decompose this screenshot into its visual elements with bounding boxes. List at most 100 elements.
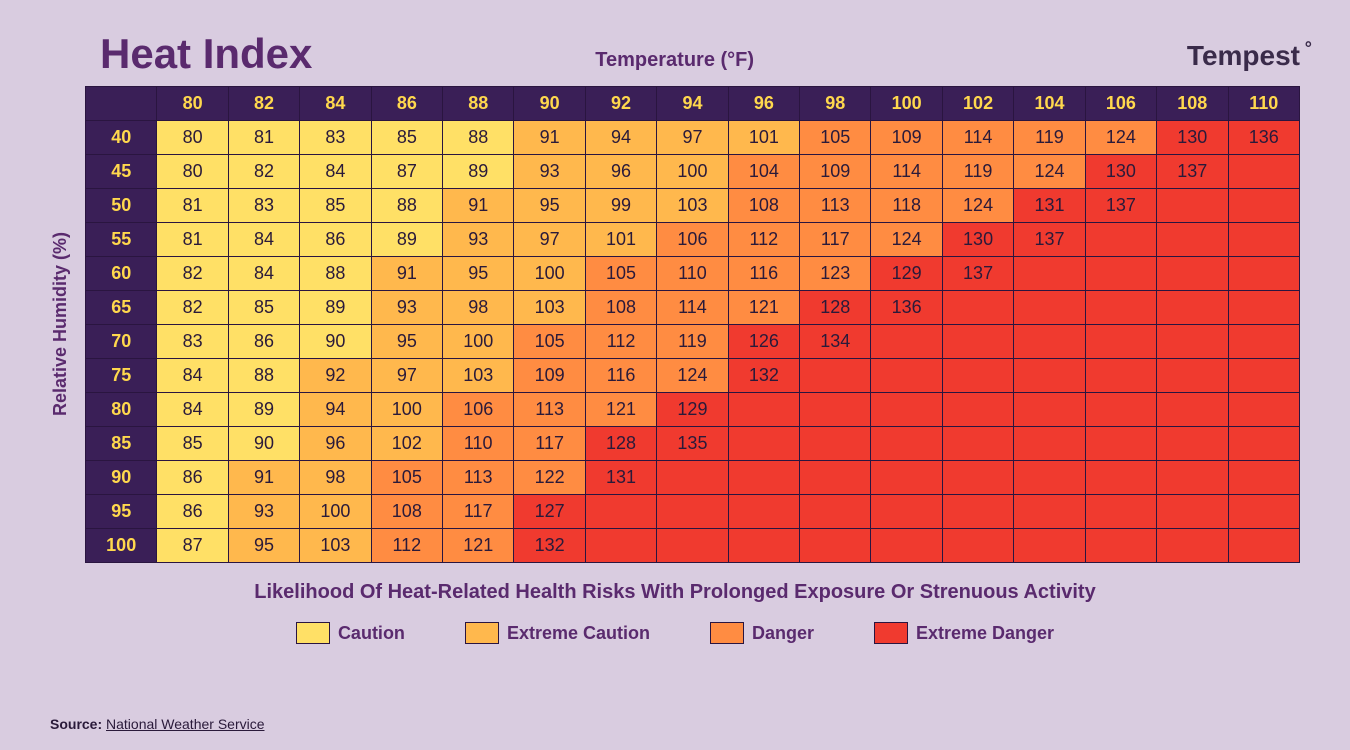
humidity-header: 95 — [86, 495, 157, 529]
heat-cell: 85 — [228, 291, 299, 325]
heat-cell — [657, 461, 728, 495]
heat-cell: 93 — [371, 291, 442, 325]
heat-cell: 116 — [728, 257, 799, 291]
heat-cell: 118 — [871, 189, 942, 223]
heat-cell — [1157, 393, 1228, 427]
heat-cell: 135 — [657, 427, 728, 461]
heat-cell — [1085, 257, 1156, 291]
humidity-header: 45 — [86, 155, 157, 189]
legend-swatch — [296, 622, 330, 644]
heat-cell — [1014, 427, 1085, 461]
heat-cell — [871, 427, 942, 461]
humidity-header: 60 — [86, 257, 157, 291]
heat-cell — [800, 427, 871, 461]
heat-cell: 130 — [942, 223, 1013, 257]
heat-cell — [1228, 461, 1300, 495]
heat-cell: 80 — [157, 155, 228, 189]
heat-cell: 131 — [1014, 189, 1085, 223]
heat-cell — [942, 325, 1013, 359]
heat-cell — [657, 529, 728, 563]
heat-cell — [1157, 461, 1228, 495]
heat-cell — [1085, 529, 1156, 563]
temp-header: 96 — [728, 87, 799, 121]
heat-cell — [1085, 291, 1156, 325]
heat-cell — [1157, 325, 1228, 359]
temp-header: 80 — [157, 87, 228, 121]
heat-cell: 84 — [300, 155, 371, 189]
heat-cell — [728, 393, 799, 427]
heat-cell — [1085, 393, 1156, 427]
heat-cell: 114 — [942, 121, 1013, 155]
heat-cell: 80 — [157, 121, 228, 155]
heat-cell: 103 — [300, 529, 371, 563]
heat-cell: 84 — [157, 359, 228, 393]
heat-cell: 97 — [657, 121, 728, 155]
heat-cell — [1228, 325, 1300, 359]
heat-cell: 96 — [300, 427, 371, 461]
table-row: 90869198105113122131 — [86, 461, 1300, 495]
temp-header: 108 — [1157, 87, 1228, 121]
heat-cell: 123 — [800, 257, 871, 291]
heat-cell: 89 — [300, 291, 371, 325]
heat-cell: 89 — [371, 223, 442, 257]
heat-cell: 106 — [657, 223, 728, 257]
heat-cell: 130 — [1157, 121, 1228, 155]
heat-cell — [1014, 461, 1085, 495]
heat-cell: 94 — [585, 121, 656, 155]
heat-cell: 117 — [443, 495, 514, 529]
heat-cell: 83 — [157, 325, 228, 359]
heat-cell: 102 — [371, 427, 442, 461]
heat-cell: 104 — [728, 155, 799, 189]
heat-cell — [1085, 427, 1156, 461]
humidity-header: 85 — [86, 427, 157, 461]
heat-cell: 87 — [371, 155, 442, 189]
temp-header: 84 — [300, 87, 371, 121]
heat-cell: 87 — [157, 529, 228, 563]
heat-cell: 95 — [371, 325, 442, 359]
heat-cell: 83 — [300, 121, 371, 155]
heat-cell — [871, 495, 942, 529]
heat-cell — [1157, 291, 1228, 325]
heat-cell — [728, 495, 799, 529]
table-row: 55818486899397101106112117124130137 — [86, 223, 1300, 257]
heat-cell: 121 — [585, 393, 656, 427]
heat-cell: 91 — [371, 257, 442, 291]
heat-cell — [1228, 155, 1300, 189]
table-row: 608284889195100105110116123129137 — [86, 257, 1300, 291]
heat-cell: 81 — [157, 223, 228, 257]
heat-cell: 86 — [157, 495, 228, 529]
heat-cell: 117 — [514, 427, 585, 461]
heat-cell: 116 — [585, 359, 656, 393]
temp-header: 100 — [871, 87, 942, 121]
heat-cell — [871, 325, 942, 359]
heat-cell: 132 — [514, 529, 585, 563]
heat-cell: 136 — [871, 291, 942, 325]
heat-cell — [728, 461, 799, 495]
heat-cell: 136 — [1228, 121, 1300, 155]
heat-cell — [942, 393, 1013, 427]
table-row: 4080818385889194971011051091141191241301… — [86, 121, 1300, 155]
heat-cell: 126 — [728, 325, 799, 359]
table-row: 80848994100106113121129 — [86, 393, 1300, 427]
legend-swatch — [710, 622, 744, 644]
heat-cell — [1085, 359, 1156, 393]
heat-cell — [1014, 359, 1085, 393]
heat-cell: 124 — [942, 189, 1013, 223]
heat-cell — [1014, 325, 1085, 359]
heat-cell — [800, 495, 871, 529]
heat-cell: 113 — [800, 189, 871, 223]
heat-cell: 100 — [443, 325, 514, 359]
temp-header: 94 — [657, 87, 728, 121]
heat-cell: 122 — [514, 461, 585, 495]
brand-logo: Tempest — [1187, 40, 1300, 78]
table-row: 5081838588919599103108113118124131137 — [86, 189, 1300, 223]
heat-cell: 82 — [228, 155, 299, 189]
legend-label: Extreme Danger — [916, 623, 1054, 644]
source-link[interactable]: National Weather Service — [106, 716, 264, 732]
heat-cell: 90 — [228, 427, 299, 461]
caption: Likelihood Of Heat-Related Health Risks … — [50, 581, 1300, 604]
heat-cell — [1085, 461, 1156, 495]
heat-cell: 103 — [514, 291, 585, 325]
heat-cell: 130 — [1085, 155, 1156, 189]
heat-cell: 124 — [1085, 121, 1156, 155]
